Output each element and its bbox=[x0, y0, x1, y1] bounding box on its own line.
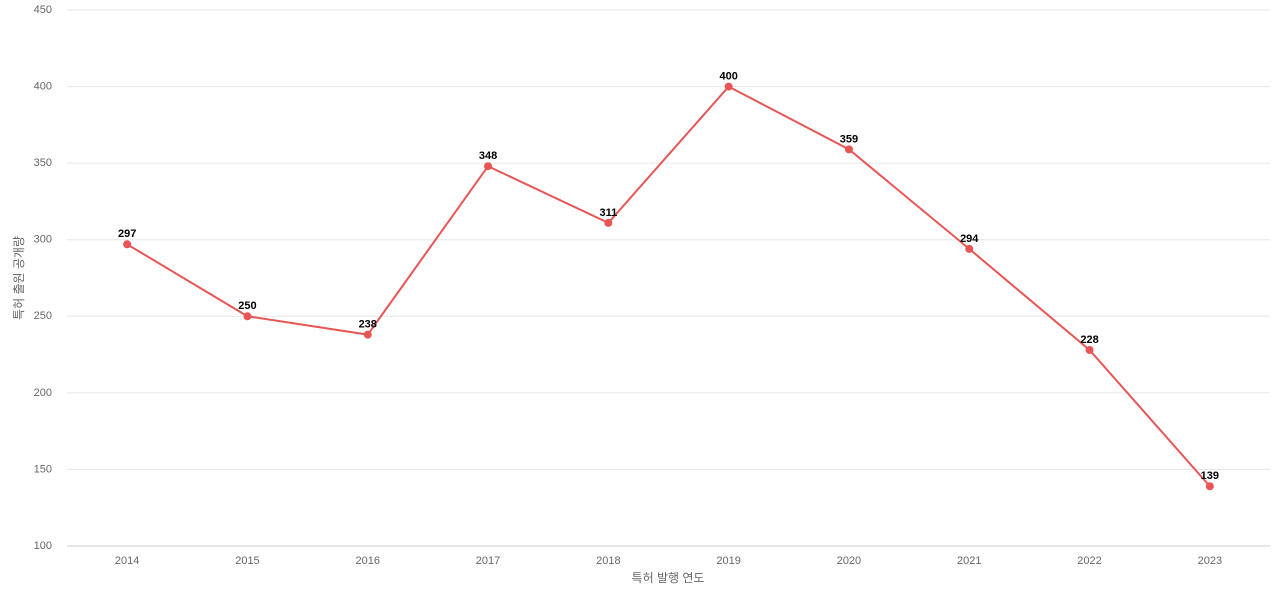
x-axis-label: 특허 발행 연도 bbox=[632, 570, 705, 585]
value-label: 139 bbox=[1201, 470, 1219, 482]
x-tick-label: 2015 bbox=[235, 555, 259, 567]
point bbox=[123, 240, 132, 249]
value-label: 294 bbox=[960, 233, 979, 245]
point bbox=[484, 162, 493, 171]
value-label: 297 bbox=[118, 228, 136, 240]
x-tick-label: 2020 bbox=[837, 555, 861, 567]
x-tick-label: 2014 bbox=[115, 555, 139, 567]
value-label: 228 bbox=[1080, 334, 1098, 346]
point bbox=[604, 218, 613, 227]
point bbox=[844, 145, 853, 154]
x-tick-label: 2023 bbox=[1198, 555, 1222, 567]
x-tick-label: 2019 bbox=[716, 555, 740, 567]
x-tick-label: 2016 bbox=[356, 555, 380, 567]
y-tick-label: 100 bbox=[34, 540, 52, 552]
value-label: 348 bbox=[479, 150, 497, 162]
x-tick-label: 2018 bbox=[596, 555, 620, 567]
point bbox=[1205, 482, 1214, 491]
value-label: 400 bbox=[719, 70, 737, 82]
point bbox=[1085, 345, 1094, 354]
y-tick-label: 400 bbox=[34, 80, 52, 92]
value-label: 311 bbox=[599, 207, 617, 219]
value-label: 250 bbox=[238, 300, 256, 312]
y-tick-label: 450 bbox=[34, 4, 52, 16]
y-tick-label: 350 bbox=[34, 157, 52, 169]
x-tick-label: 2022 bbox=[1077, 555, 1101, 567]
point bbox=[363, 330, 372, 339]
x-tick-label: 2017 bbox=[476, 555, 500, 567]
value-label: 238 bbox=[359, 319, 377, 331]
x-tick-label: 2021 bbox=[957, 555, 981, 567]
point bbox=[243, 312, 252, 321]
point bbox=[724, 82, 733, 91]
point bbox=[965, 244, 974, 253]
y-tick-label: 150 bbox=[34, 463, 52, 475]
line bbox=[126, 85, 1211, 487]
y-tick-label: 250 bbox=[34, 310, 52, 322]
y-tick-label: 300 bbox=[34, 234, 52, 246]
y-axis-label: 특허 출원 공개량 bbox=[12, 236, 26, 320]
value-label: 359 bbox=[840, 133, 858, 145]
y-tick-label: 200 bbox=[34, 387, 52, 399]
